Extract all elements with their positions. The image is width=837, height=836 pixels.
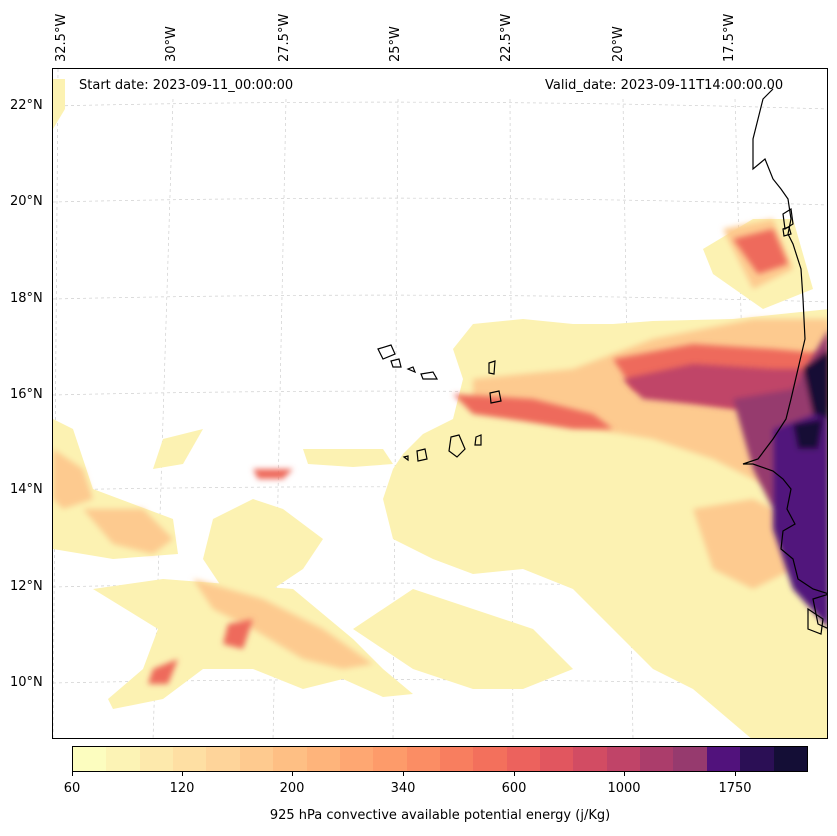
colorbar-segment — [139, 747, 174, 771]
lon-label: 27.5°W — [277, 13, 292, 62]
coastline — [742, 88, 827, 635]
colorbar-tick-mark — [735, 772, 736, 776]
colorbar-segment — [173, 747, 207, 771]
colorbar-segment — [206, 747, 240, 771]
cape-verde-islands — [377, 344, 502, 462]
colorbar-segment — [439, 747, 474, 771]
cape-field-map — [53, 69, 827, 738]
lon-label: 22.5°W — [499, 13, 514, 62]
colorbar-segment — [573, 747, 607, 771]
colorbar-segment — [606, 747, 641, 771]
colorbar-tick-label: 200 — [279, 781, 305, 796]
colorbar-segment — [339, 747, 374, 771]
colorbar-segment — [273, 747, 307, 771]
colorbar-tick-mark — [403, 772, 404, 776]
lon-label: 30°W — [164, 26, 179, 62]
lon-label: 25°W — [388, 26, 403, 62]
colorbar-segment — [673, 747, 707, 771]
lat-label: 14°N — [10, 482, 43, 497]
colorbar-tick-label: 1000 — [607, 781, 641, 796]
map-panel — [52, 68, 828, 739]
colorbar-segment — [106, 747, 140, 771]
colorbar-segment — [406, 747, 440, 771]
colorbar-tick-label: 1750 — [718, 781, 752, 796]
colorbar-tick-mark — [72, 772, 73, 776]
colorbar-segment — [239, 747, 274, 771]
colorbar-tick-label: 60 — [63, 781, 81, 796]
colorbar-segment — [540, 747, 574, 771]
lon-label: 20°W — [611, 26, 626, 62]
lat-label: 10°N — [10, 675, 43, 690]
colorbar-segment — [373, 747, 407, 771]
colorbar-segment — [73, 747, 107, 771]
lon-label: 32.5°W — [54, 13, 69, 62]
colorbar-segment — [640, 747, 674, 771]
colorbar-tick-mark — [514, 772, 515, 776]
valid-date-label: Valid_date: 2023-09-11T14:00:00.00 — [545, 78, 784, 93]
colorbar-tick-mark — [624, 772, 625, 776]
colorbar-segment — [740, 747, 774, 771]
colorbar — [72, 746, 808, 772]
cape-very-high-region — [623, 332, 827, 627]
colorbar-segment — [706, 747, 741, 771]
lon-label: 17.5°W — [722, 13, 737, 62]
lat-label: 12°N — [10, 579, 43, 594]
colorbar-tick-label: 600 — [501, 781, 527, 796]
lat-label: 16°N — [10, 387, 43, 402]
colorbar-title: 925 hPa convective available potential e… — [269, 808, 611, 823]
colorbar-segment — [773, 747, 807, 771]
colorbar-tick-label: 340 — [390, 781, 416, 796]
lat-label: 18°N — [10, 291, 43, 306]
lat-label: 20°N — [10, 194, 43, 209]
colorbar-tick-label: 120 — [169, 781, 195, 796]
start-date-label: Start date: 2023-09-11_00:00:00 — [79, 78, 294, 93]
colorbar-tick-mark — [182, 772, 183, 776]
colorbar-segment — [306, 747, 340, 771]
colorbar-tick-mark — [292, 772, 293, 776]
lat-label: 22°N — [10, 98, 43, 113]
colorbar-segment — [473, 747, 507, 771]
colorbar-segment — [506, 747, 541, 771]
